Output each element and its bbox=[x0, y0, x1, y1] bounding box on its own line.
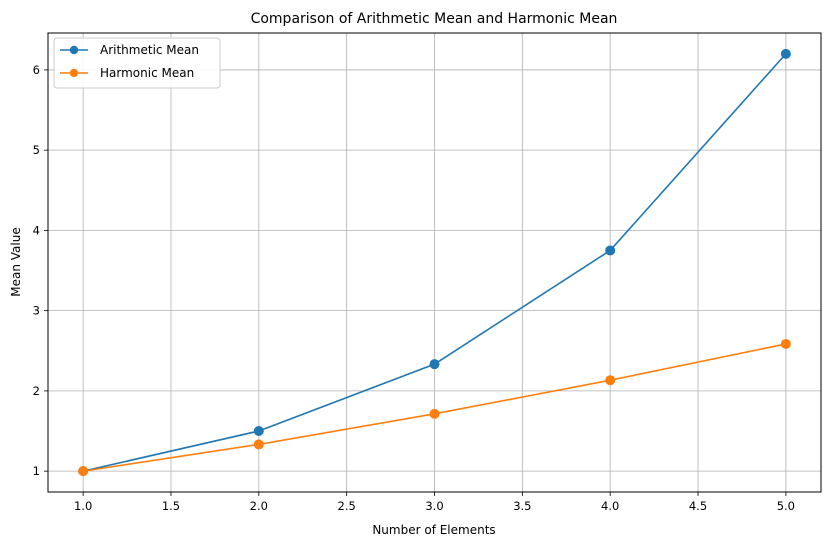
plot-frame bbox=[47, 32, 822, 493]
x-tick-label: 4.5 bbox=[689, 499, 707, 513]
data-point-harmonic-mean bbox=[78, 466, 89, 477]
legend-label-arithmetic-mean: Arithmetic Mean bbox=[100, 43, 199, 57]
chart-title: Comparison of Arithmetic Mean and Harmon… bbox=[251, 11, 618, 27]
data-point-harmonic-mean bbox=[429, 408, 440, 419]
y-axis-label: Mean Value bbox=[9, 227, 23, 296]
x-tick-label: 1.5 bbox=[162, 499, 180, 513]
x-tick-label: 2.0 bbox=[250, 499, 268, 513]
y-tick-label: 5 bbox=[33, 143, 40, 157]
y-tick-label: 4 bbox=[33, 223, 40, 237]
y-tick-label: 6 bbox=[33, 63, 40, 77]
legend-marker-arithmetic-mean bbox=[69, 45, 79, 55]
x-tick-label: 1.0 bbox=[74, 499, 92, 513]
legend-box bbox=[53, 37, 221, 89]
y-tick-label: 1 bbox=[33, 464, 40, 478]
x-tick-label: 2.5 bbox=[338, 499, 356, 513]
x-tick-label: 4.0 bbox=[601, 499, 619, 513]
y-tick-label: 3 bbox=[33, 304, 40, 318]
data-point-arithmetic-mean bbox=[253, 426, 264, 437]
data-series bbox=[78, 48, 791, 477]
legend: Arithmetic Mean Harmonic Mean bbox=[53, 37, 221, 89]
legend-label-harmonic-mean: Harmonic Mean bbox=[100, 66, 194, 80]
data-point-harmonic-mean bbox=[253, 439, 264, 450]
x-axis-label: Number of Elements bbox=[372, 523, 495, 537]
x-tick-label: 3.0 bbox=[425, 499, 443, 513]
axis-ticks: 1.0 1.5 2.0 2.5 3.0 3.5 4.0 4.5 5.0 1 2 3 4 5 6 bbox=[33, 63, 795, 513]
data-point-harmonic-mean bbox=[780, 338, 791, 349]
grid-lines bbox=[48, 33, 821, 492]
legend-marker-harmonic-mean bbox=[69, 68, 79, 78]
x-tick-label: 3.5 bbox=[513, 499, 531, 513]
data-point-arithmetic-mean bbox=[780, 48, 791, 59]
data-point-arithmetic-mean bbox=[605, 245, 616, 256]
x-tick-label: 5.0 bbox=[777, 499, 795, 513]
data-point-arithmetic-mean bbox=[429, 359, 440, 370]
data-point-harmonic-mean bbox=[605, 375, 616, 386]
y-tick-label: 2 bbox=[33, 384, 40, 398]
